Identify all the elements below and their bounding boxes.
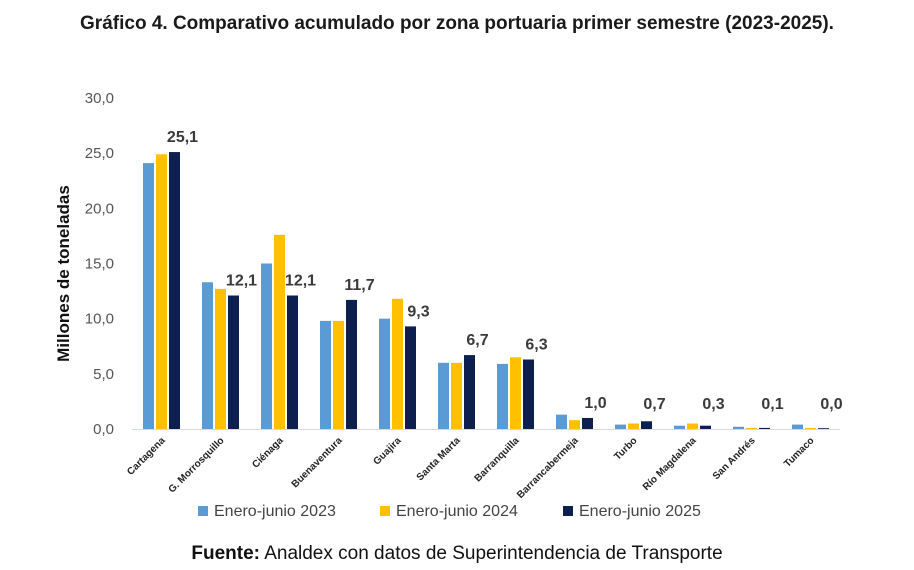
data-label: 11,7 bbox=[344, 277, 374, 294]
bar-2 bbox=[392, 298, 403, 429]
y-tick-label: 25,0 bbox=[85, 145, 114, 162]
bar-3 bbox=[523, 359, 534, 429]
bar-3 bbox=[641, 421, 652, 429]
bar-1 bbox=[379, 318, 390, 429]
bar-chart: 0,0 5,0 10,0 15,0 20,0 25,0 30,0 Millones de to… bbox=[54, 90, 843, 520]
bar-3 bbox=[346, 299, 357, 429]
bar-3 bbox=[405, 326, 416, 429]
bar-2 bbox=[628, 423, 639, 429]
bar-3 bbox=[169, 152, 180, 429]
data-label: 6,3 bbox=[525, 336, 547, 353]
bar-1 bbox=[733, 426, 744, 429]
data-label: 1,0 bbox=[584, 395, 606, 412]
legend-swatch bbox=[198, 506, 208, 516]
bar-1 bbox=[261, 263, 272, 429]
x-tick-label: Cartagena bbox=[125, 435, 168, 478]
bar-2 bbox=[687, 423, 698, 429]
x-tick-label: Buenaventura bbox=[290, 435, 345, 490]
bar-2 bbox=[451, 362, 462, 429]
bar-2 bbox=[510, 357, 521, 429]
bar-3 bbox=[759, 427, 770, 429]
bar-3 bbox=[818, 428, 829, 429]
x-tick-label: Santa Marta bbox=[415, 435, 463, 483]
x-tick-label: San Andrés bbox=[711, 435, 758, 482]
chart-title: Gráfico 4. Comparativo acumulado por zon… bbox=[80, 13, 834, 34]
data-label: 12,1 bbox=[285, 272, 316, 289]
data-label: 12,1 bbox=[226, 272, 257, 289]
bar-2 bbox=[746, 427, 757, 429]
legend-label: Enero-junio 2024 bbox=[396, 503, 518, 520]
y-tick-label: 10,0 bbox=[85, 311, 114, 328]
bar-1 bbox=[615, 424, 626, 429]
bar-3 bbox=[228, 295, 239, 429]
y-tick-label: 30,0 bbox=[85, 90, 114, 107]
y-tick-label: 0,0 bbox=[93, 421, 114, 438]
bar-2 bbox=[333, 320, 344, 429]
bar-3 bbox=[287, 295, 298, 429]
x-tick-label: Río Magdalena bbox=[641, 435, 699, 493]
source-line: Fuente: Analdex con datos de Superintend… bbox=[0, 543, 914, 565]
legend-swatch bbox=[380, 506, 390, 516]
bar-1 bbox=[556, 414, 567, 429]
bar-2 bbox=[156, 154, 167, 429]
data-label: 25,1 bbox=[167, 129, 198, 146]
x-tick-label: Ciénaga bbox=[250, 435, 286, 471]
bar-3 bbox=[700, 425, 711, 429]
x-tick-label: Guajira bbox=[371, 435, 403, 467]
y-axis-title: Millones de toneladas bbox=[54, 185, 73, 362]
data-label: 0,1 bbox=[761, 396, 783, 413]
data-label: 9,3 bbox=[407, 303, 429, 320]
bar-3 bbox=[464, 355, 475, 429]
y-tick-label: 15,0 bbox=[85, 256, 114, 273]
bar-1 bbox=[320, 320, 331, 429]
data-label: 6,7 bbox=[466, 332, 488, 349]
bar-1 bbox=[497, 363, 508, 429]
data-label: 0,7 bbox=[643, 396, 665, 413]
legend-label: Enero-junio 2025 bbox=[579, 503, 701, 520]
bar-2 bbox=[569, 420, 580, 429]
legend-swatch bbox=[563, 506, 573, 516]
x-tick-label: Barrancabermeja bbox=[515, 435, 581, 501]
data-label: 0,3 bbox=[702, 396, 724, 413]
bar-3 bbox=[582, 417, 593, 429]
bar-2 bbox=[215, 288, 226, 429]
source-text: Analdex con datos de Superintendencia de… bbox=[264, 543, 723, 564]
x-tick-label: Turbo bbox=[612, 435, 639, 462]
bar-2 bbox=[274, 234, 285, 429]
x-tick-label: G. Morrosquillo bbox=[167, 435, 227, 495]
x-tick-label: Tumaco bbox=[782, 435, 816, 469]
source-label: Fuente: bbox=[191, 543, 260, 564]
bar-1 bbox=[438, 362, 449, 429]
bar-1 bbox=[202, 282, 213, 429]
bar-1 bbox=[674, 425, 685, 429]
bar-1 bbox=[792, 424, 803, 429]
bar-2 bbox=[805, 427, 816, 429]
y-tick-label: 20,0 bbox=[85, 200, 114, 217]
data-label: 0,0 bbox=[820, 396, 842, 413]
legend-label: Enero-junio 2023 bbox=[214, 503, 336, 520]
x-tick-label: Barranquilla bbox=[473, 435, 522, 484]
y-tick-label: 5,0 bbox=[93, 366, 114, 383]
bar-1 bbox=[143, 163, 154, 429]
